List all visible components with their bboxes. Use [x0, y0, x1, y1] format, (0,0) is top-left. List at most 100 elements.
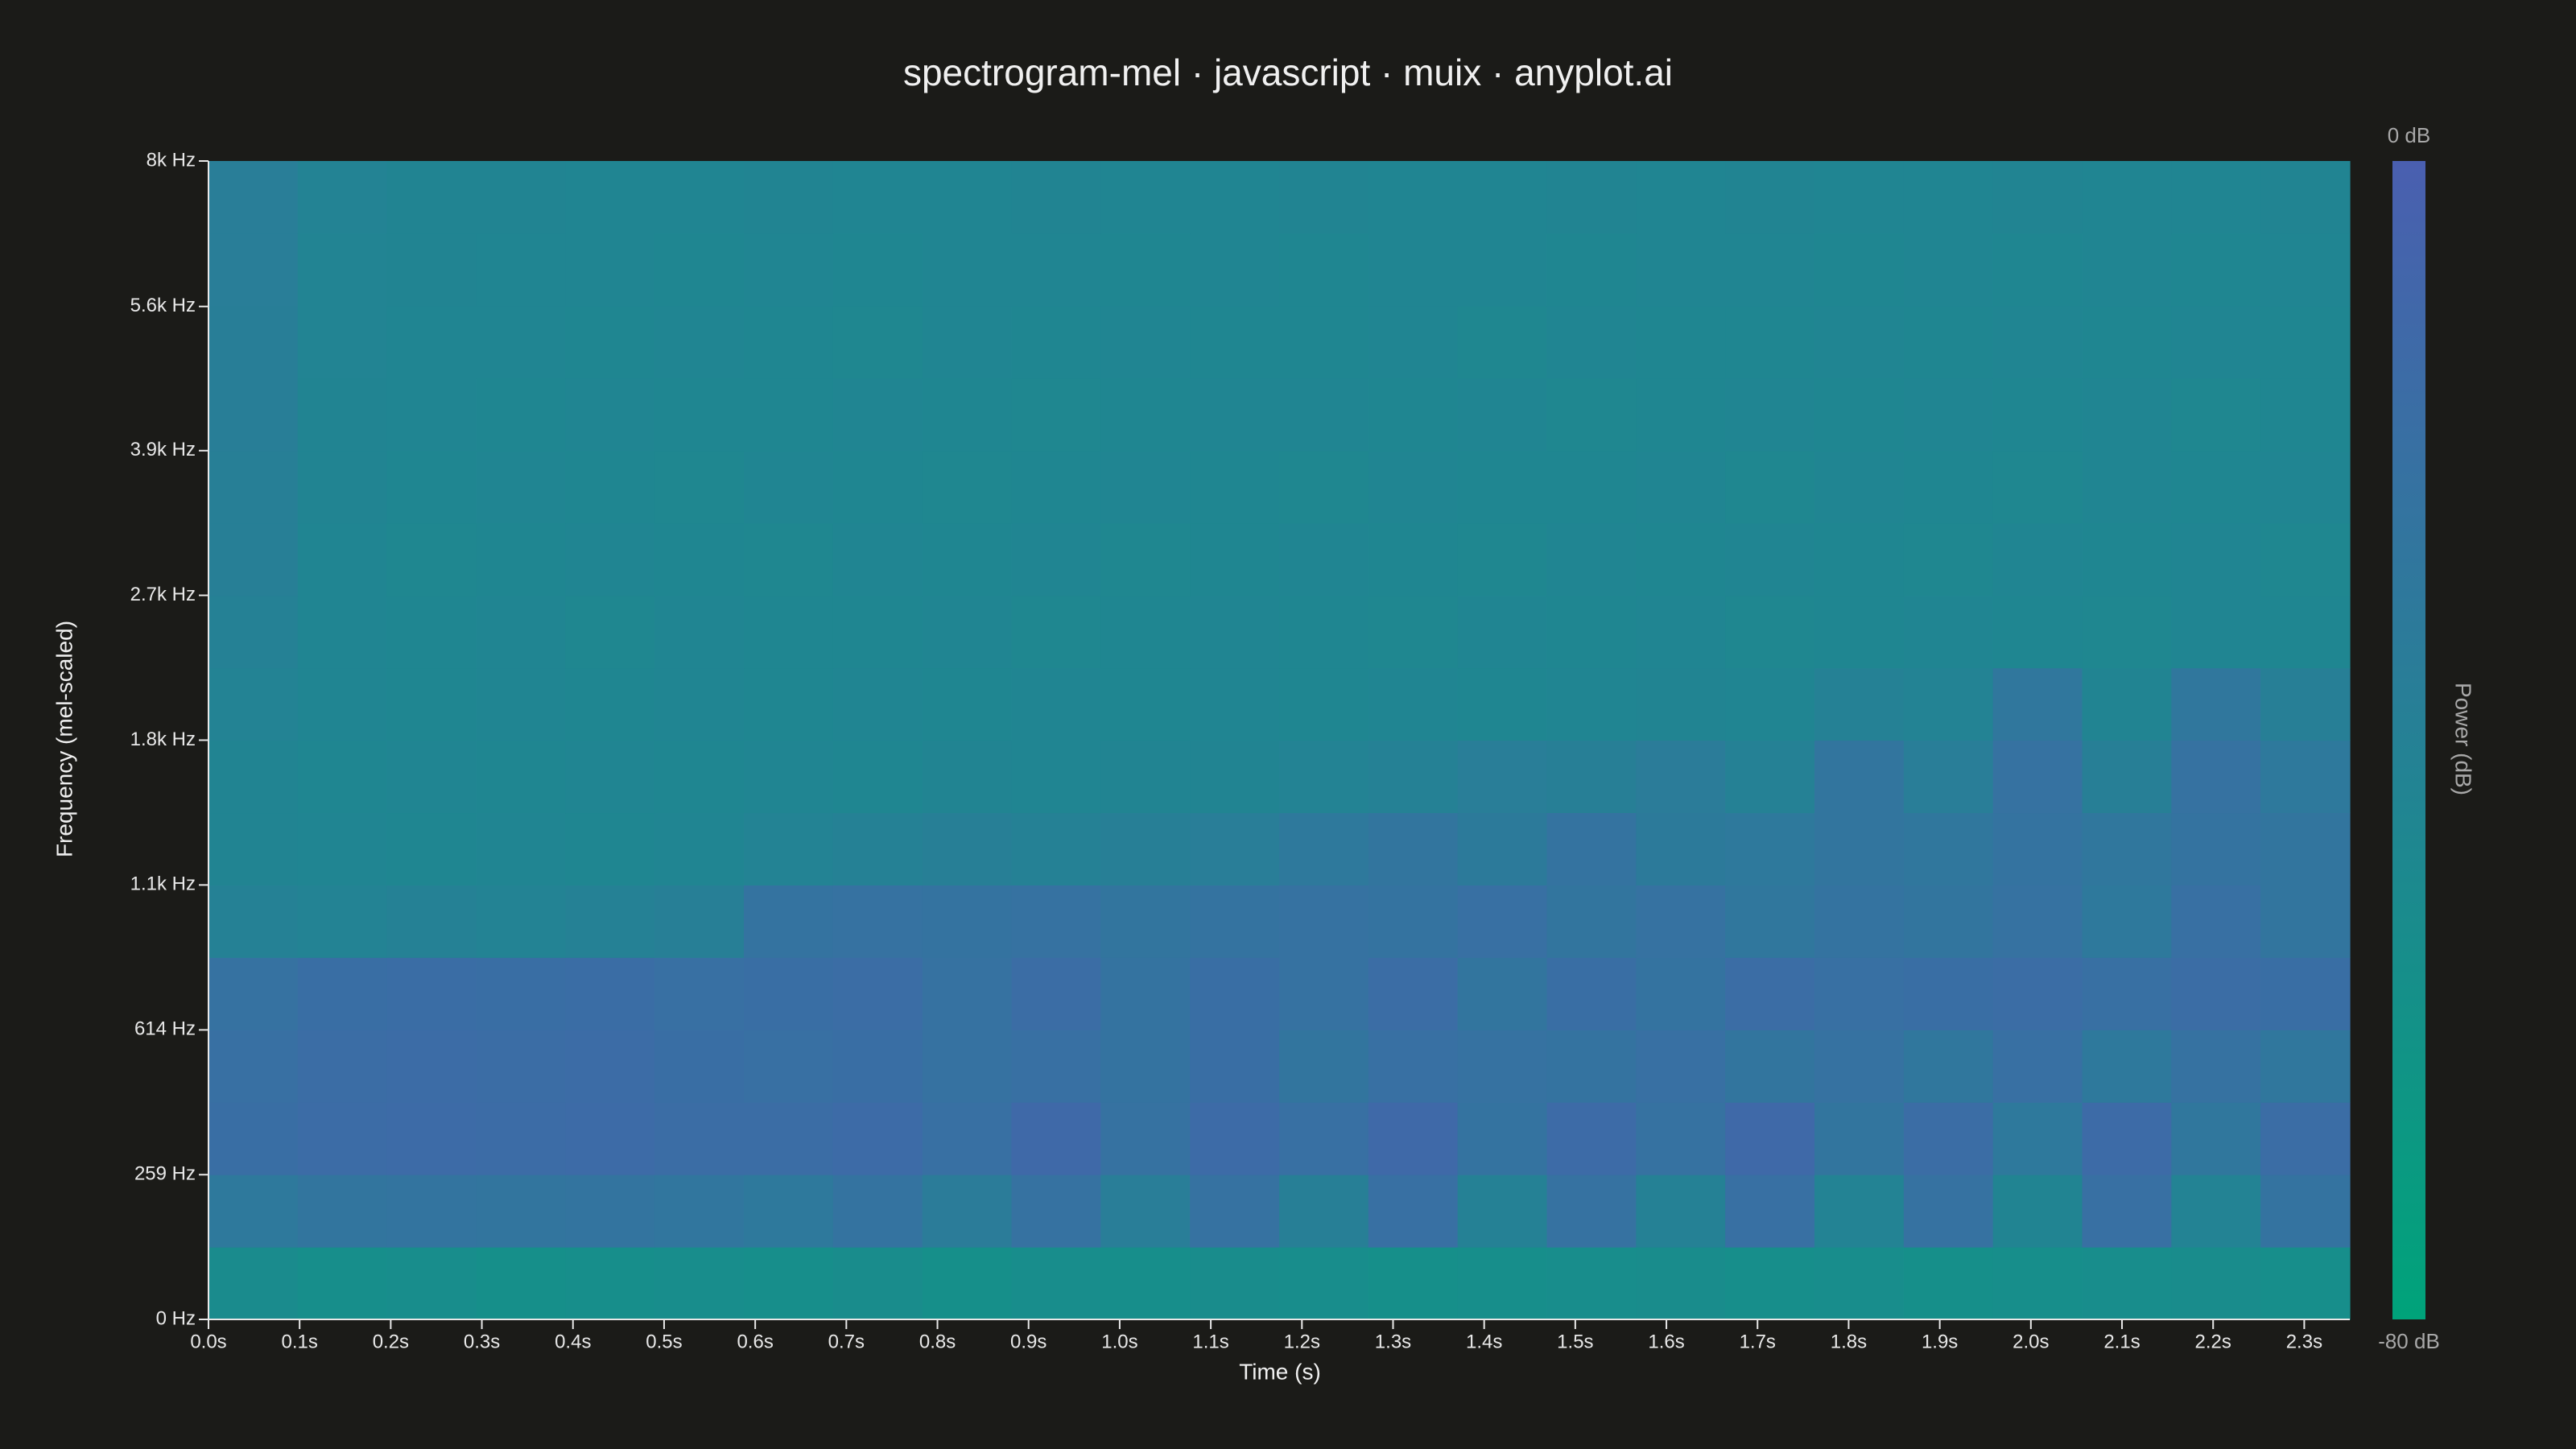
x-tick-label: 1.6s [1648, 1331, 1684, 1352]
heatmap-cell [832, 1247, 923, 1320]
heatmap-cell [2260, 1174, 2351, 1248]
heatmap-cell [208, 595, 299, 669]
heatmap-cell [832, 1030, 923, 1103]
heatmap-cell [2082, 233, 2172, 307]
x-tick-label: 1.8s [1831, 1331, 1867, 1352]
heatmap-cell [654, 740, 745, 814]
heatmap-cell [832, 1102, 923, 1175]
heatmap-cell [744, 885, 834, 958]
heatmap-cell [2260, 233, 2351, 307]
heatmap-cell [386, 595, 477, 669]
heatmap-cell [1725, 667, 1815, 741]
heatmap-cell [1636, 1030, 1726, 1103]
heatmap-cell [1368, 378, 1459, 452]
heatmap-cell [1903, 1247, 1994, 1320]
heatmap-cell [922, 812, 1013, 886]
x-tick-label: 1.0s [1101, 1331, 1137, 1352]
heatmap-cell [565, 885, 655, 958]
heatmap-cell [1725, 812, 1815, 886]
heatmap-cell [2082, 595, 2172, 669]
heatmap-cell [832, 1174, 923, 1248]
heatmap-cell [832, 378, 923, 452]
heatmap-cell [476, 885, 566, 958]
heatmap-cell [922, 957, 1013, 1030]
heatmap-cell [922, 1174, 1013, 1248]
heatmap-cell [2171, 378, 2261, 452]
heatmap-cell [1725, 1247, 1815, 1320]
heatmap-cell [297, 1247, 388, 1320]
heatmap-cell [208, 1102, 299, 1175]
heatmap-cell [1279, 378, 1369, 452]
heatmap-cell [1368, 1030, 1459, 1103]
heatmap-cell [1190, 667, 1280, 741]
heatmap-cell [832, 667, 923, 741]
heatmap-cell [1636, 161, 1726, 234]
heatmap-cell [744, 378, 834, 452]
heatmap-cell [2082, 957, 2172, 1030]
heatmap-cell [654, 305, 745, 379]
heatmap-cell [2082, 378, 2172, 452]
heatmap-cell [1279, 450, 1369, 524]
heatmap-cell [1279, 1030, 1369, 1103]
heatmap-cell [1279, 1247, 1369, 1320]
heatmap-cell [2260, 595, 2351, 669]
heatmap-cell [832, 233, 923, 307]
x-tick-label: 2.1s [2103, 1331, 2140, 1352]
heatmap-cell [1190, 1102, 1280, 1175]
x-tick-label: 0.5s [646, 1331, 682, 1352]
x-tick-label: 1.1s [1192, 1331, 1228, 1352]
heatmap-cell [654, 667, 745, 741]
heatmap-cell [1190, 595, 1280, 669]
heatmap-cell [1814, 233, 1905, 307]
heatmap-cell [1011, 1030, 1101, 1103]
heatmap-cell [1903, 522, 1994, 597]
heatmap-cell [1636, 667, 1726, 741]
heatmap-cell [1814, 522, 1905, 597]
x-tick-label: 0.3s [464, 1331, 500, 1352]
heatmap-cell [1636, 1102, 1726, 1175]
heatmap-cell [1368, 885, 1459, 958]
heatmap-cell [2082, 1174, 2172, 1248]
x-tick-label: 2.2s [2195, 1331, 2231, 1352]
heatmap-cell [1368, 1247, 1459, 1320]
heatmap-cell [2260, 1102, 2351, 1175]
heatmap-cell [1814, 1247, 1905, 1320]
heatmap-cell [297, 667, 388, 741]
heatmap-cell [1546, 885, 1637, 958]
heatmap-cell [1279, 305, 1369, 379]
x-tick-label: 1.3s [1375, 1331, 1411, 1352]
heatmap-cell [832, 595, 923, 669]
heatmap-cell [2260, 1030, 2351, 1103]
heatmap-cell [2260, 885, 2351, 958]
heatmap-cell [654, 1247, 745, 1320]
heatmap-cell [1546, 957, 1637, 1030]
heatmap-cell [2171, 1174, 2261, 1248]
heatmap-cell [2171, 1247, 2261, 1320]
heatmap-cell [654, 233, 745, 307]
heatmap-cell [208, 305, 299, 379]
heatmap-cell [1814, 1102, 1905, 1175]
heatmap-cell [744, 305, 834, 379]
heatmap-cell [922, 522, 1013, 597]
heatmap-cell [1457, 812, 1548, 886]
heatmap-cell [922, 161, 1013, 234]
heatmap-cell [386, 740, 477, 814]
heatmap-cell [1100, 1030, 1191, 1103]
heatmap-cell [1190, 378, 1280, 452]
heatmap-cell [1903, 233, 1994, 307]
heatmap-cell [1100, 1174, 1191, 1248]
heatmap-cell [1011, 885, 1101, 958]
heatmap-cell [1546, 305, 1637, 379]
heatmap-cell [1546, 740, 1637, 814]
heatmap-cell [2171, 450, 2261, 524]
heatmap-cell [832, 450, 923, 524]
colorbar-label: -80 dB [2378, 1329, 2440, 1353]
heatmap-cell [2171, 812, 2261, 886]
heatmap-cell [1190, 305, 1280, 379]
heatmap-cell [1100, 233, 1191, 307]
heatmap-cell [2082, 161, 2172, 234]
heatmap-cell [297, 1030, 388, 1103]
heatmap [208, 161, 2351, 1320]
heatmap-cell [1546, 378, 1637, 452]
